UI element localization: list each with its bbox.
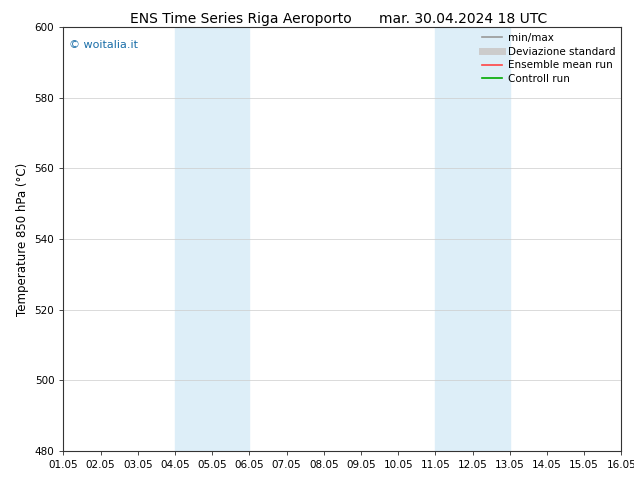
Text: mar. 30.04.2024 18 UTC: mar. 30.04.2024 18 UTC [378, 12, 547, 26]
Text: © woitalia.it: © woitalia.it [69, 40, 138, 49]
Text: ENS Time Series Riga Aeroporto: ENS Time Series Riga Aeroporto [130, 12, 352, 26]
Y-axis label: Temperature 850 hPa (°C): Temperature 850 hPa (°C) [16, 162, 29, 316]
Bar [175, 27, 249, 451]
Legend: min/max, Deviazione standard, Ensemble mean run, Controll run: min/max, Deviazione standard, Ensemble m… [477, 29, 619, 88]
Bar [436, 27, 510, 451]
